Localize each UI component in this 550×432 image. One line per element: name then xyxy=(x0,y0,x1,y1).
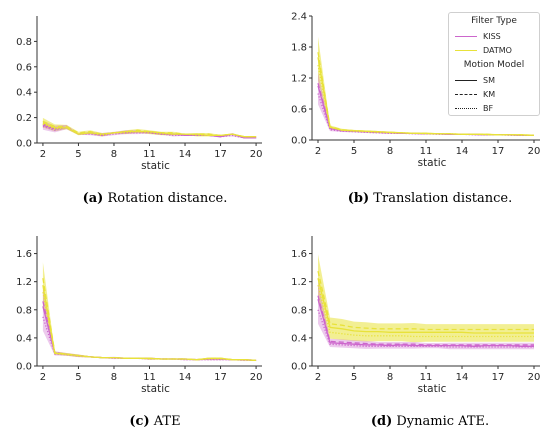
x-tick-label-a: 2 xyxy=(40,149,46,160)
band-c-kiss xyxy=(42,287,257,362)
x-tick-label-b: 11 xyxy=(420,146,433,157)
x-tick-label-d: 5 xyxy=(351,372,357,383)
y-tick-label-a: 0.4 xyxy=(16,88,32,99)
x-tick-label-b: 20 xyxy=(528,146,541,157)
series-line-d-kiss-sm xyxy=(317,299,534,347)
x-tick-label-c: 11 xyxy=(143,372,156,383)
legend-label-sm: SM xyxy=(483,76,495,85)
x-tick-label-d: 11 xyxy=(420,372,433,383)
x-axis-label-b: static xyxy=(418,157,447,169)
y-tick-label-b: 0.6 xyxy=(291,105,307,116)
series-line-c-kiss-sm xyxy=(42,306,257,362)
x-tick-label-a: 8 xyxy=(111,149,117,160)
x-tick-label-b: 17 xyxy=(492,146,505,157)
x-tick-label-d: 8 xyxy=(387,372,393,383)
y-tick-label-a: 0.0 xyxy=(16,139,32,150)
caption-d-letter: (d) xyxy=(370,414,393,429)
x-tick-label-c: 17 xyxy=(214,372,227,383)
caption-b-text: Translation distance. xyxy=(369,191,513,206)
y-tick-label-b: 2.4 xyxy=(291,12,307,23)
series-line-a-datmo-sm xyxy=(42,122,257,138)
series-line-d-kiss-bf xyxy=(317,309,534,348)
y-tick-label-d: 1.2 xyxy=(291,277,307,288)
legend-label-kiss: KISS xyxy=(483,32,501,41)
caption-c-text: ATE xyxy=(149,414,181,429)
y-tick-label-d: 0.8 xyxy=(291,305,307,316)
x-axis-label-c: static xyxy=(141,383,170,395)
y-tick-label-c: 0.4 xyxy=(16,333,32,344)
series-line-d-datmo-km xyxy=(317,270,534,331)
y-tick-label-c: 1.2 xyxy=(16,277,32,288)
y-tick-label-d: 0.4 xyxy=(291,333,307,344)
band-c-datmo xyxy=(42,262,257,361)
x-axis-label-d: static xyxy=(418,383,447,395)
x-tick-label-a: 5 xyxy=(75,149,81,160)
y-tick-label-d: 1.6 xyxy=(291,249,307,260)
y-tick-label-a: 0.2 xyxy=(16,113,32,124)
caption-b-letter: (b) xyxy=(347,191,370,206)
y-tick-label-b: 0.0 xyxy=(291,136,307,147)
x-tick-label-a: 17 xyxy=(214,149,227,160)
series-line-a-datmo-km xyxy=(42,120,257,138)
series-line-c-datmo-bf xyxy=(42,292,257,362)
y-tick-label-c: 0.0 xyxy=(16,362,32,373)
legend-swatch-kiss xyxy=(455,36,477,37)
x-tick-label-b: 5 xyxy=(351,146,357,157)
series-line-d-datmo-sm xyxy=(317,278,534,334)
x-tick-label-c: 20 xyxy=(250,372,263,383)
x-tick-label-b: 2 xyxy=(315,146,321,157)
caption-a: (a) Rotation distance. xyxy=(40,191,270,206)
caption-a-letter: (a) xyxy=(82,191,104,206)
y-tick-label-b: 1.8 xyxy=(291,43,307,54)
legend-swatch-km xyxy=(455,94,477,95)
x-tick-label-d: 2 xyxy=(315,372,321,383)
legend: Filter Type KISS DATMO Motion Model SM K… xyxy=(448,12,540,116)
legend-label-datmo: DATMO xyxy=(483,46,512,55)
x-tick-label-a: 11 xyxy=(143,149,156,160)
x-tick-label-b: 14 xyxy=(456,146,469,157)
x-tick-label-d: 20 xyxy=(528,372,541,383)
legend-swatch-bf xyxy=(455,108,477,109)
legend-swatch-datmo xyxy=(455,50,477,51)
series-line-a-kiss-bf xyxy=(42,125,257,139)
x-tick-label-c: 5 xyxy=(75,372,81,383)
y-tick-label-a: 0.6 xyxy=(16,62,32,73)
legend-title-filter-type: Filter Type xyxy=(471,16,517,26)
x-tick-label-a: 20 xyxy=(250,149,263,160)
x-axis-label-a: static xyxy=(141,160,170,172)
y-tick-label-c: 1.6 xyxy=(16,249,32,260)
caption-d-text: Dynamic ATE. xyxy=(392,414,490,429)
y-tick-label-a: 0.8 xyxy=(16,37,32,48)
caption-c-letter: (c) xyxy=(129,414,150,429)
caption-a-text: Rotation distance. xyxy=(103,191,228,206)
series-line-c-kiss-km xyxy=(42,301,257,362)
legend-label-bf: BF xyxy=(483,104,494,113)
series-line-c-kiss-bf xyxy=(42,316,257,362)
caption-b: (b) Translation distance. xyxy=(315,191,545,206)
y-tick-label-d: 0.0 xyxy=(291,362,307,373)
y-tick-label-b: 1.2 xyxy=(291,74,307,85)
x-tick-label-d: 17 xyxy=(492,372,505,383)
series-line-b-datmo-bf xyxy=(317,64,534,136)
caption-c: (c) ATE xyxy=(40,414,270,429)
caption-d: (d) Dynamic ATE. xyxy=(315,414,545,429)
series-line-c-datmo-sm xyxy=(42,285,257,362)
x-tick-label-d: 14 xyxy=(456,372,469,383)
legend-label-km: KM xyxy=(483,90,496,99)
x-tick-label-b: 8 xyxy=(387,146,393,157)
legend-title-motion-model: Motion Model xyxy=(463,60,525,70)
x-tick-label-a: 14 xyxy=(179,149,192,160)
y-tick-label-c: 0.8 xyxy=(16,305,32,316)
x-tick-label-c: 8 xyxy=(111,372,117,383)
series-line-c-datmo-km xyxy=(42,278,257,362)
x-tick-label-c: 2 xyxy=(40,372,46,383)
band-a-datmo xyxy=(42,117,257,137)
legend-swatch-sm xyxy=(455,80,477,81)
series-line-d-datmo-bf xyxy=(317,285,534,338)
x-tick-label-c: 14 xyxy=(179,372,192,383)
